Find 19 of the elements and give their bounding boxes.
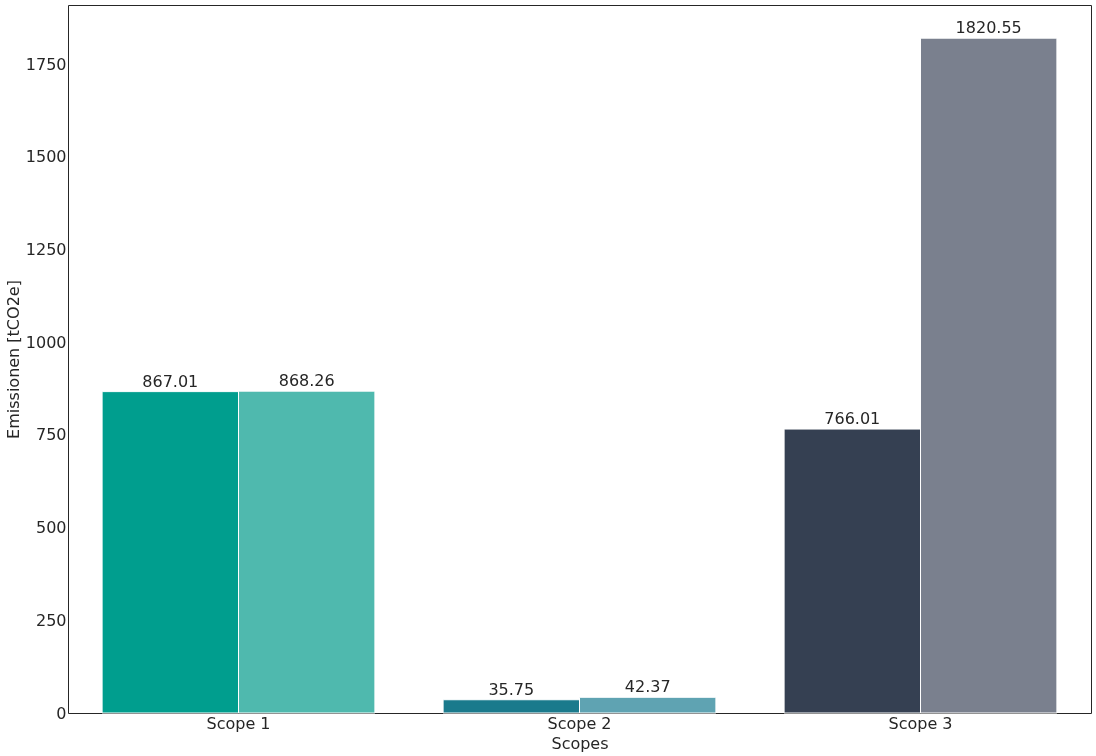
y-tick-label: 1500 <box>25 147 67 167</box>
x-tick-label: Scope 1 <box>206 713 271 733</box>
y-tick-label: 750 <box>35 425 67 445</box>
y-tick-label: 1750 <box>25 54 67 74</box>
data-label: 35.75 <box>488 679 535 699</box>
x-axis-title: Scopes <box>551 733 609 753</box>
y-tick-label: 1000 <box>25 332 67 352</box>
y-tick-label: 1250 <box>25 240 67 260</box>
data-label: 42.37 <box>624 677 671 697</box>
data-label: 1820.55 <box>955 18 1022 38</box>
x-tick-label: Scope 3 <box>888 713 953 733</box>
y-tick-label: 0 <box>56 703 67 723</box>
x-tick-label: Scope 2 <box>547 713 612 733</box>
y-tick-label: 500 <box>35 518 67 538</box>
y-axis-title: Emissionen [tCO2e] <box>3 280 23 439</box>
data-label: 868.26 <box>278 371 335 391</box>
data-label: 867.01 <box>142 371 199 391</box>
y-tick-label: 250 <box>35 610 67 630</box>
data-label: 766.01 <box>824 409 881 429</box>
